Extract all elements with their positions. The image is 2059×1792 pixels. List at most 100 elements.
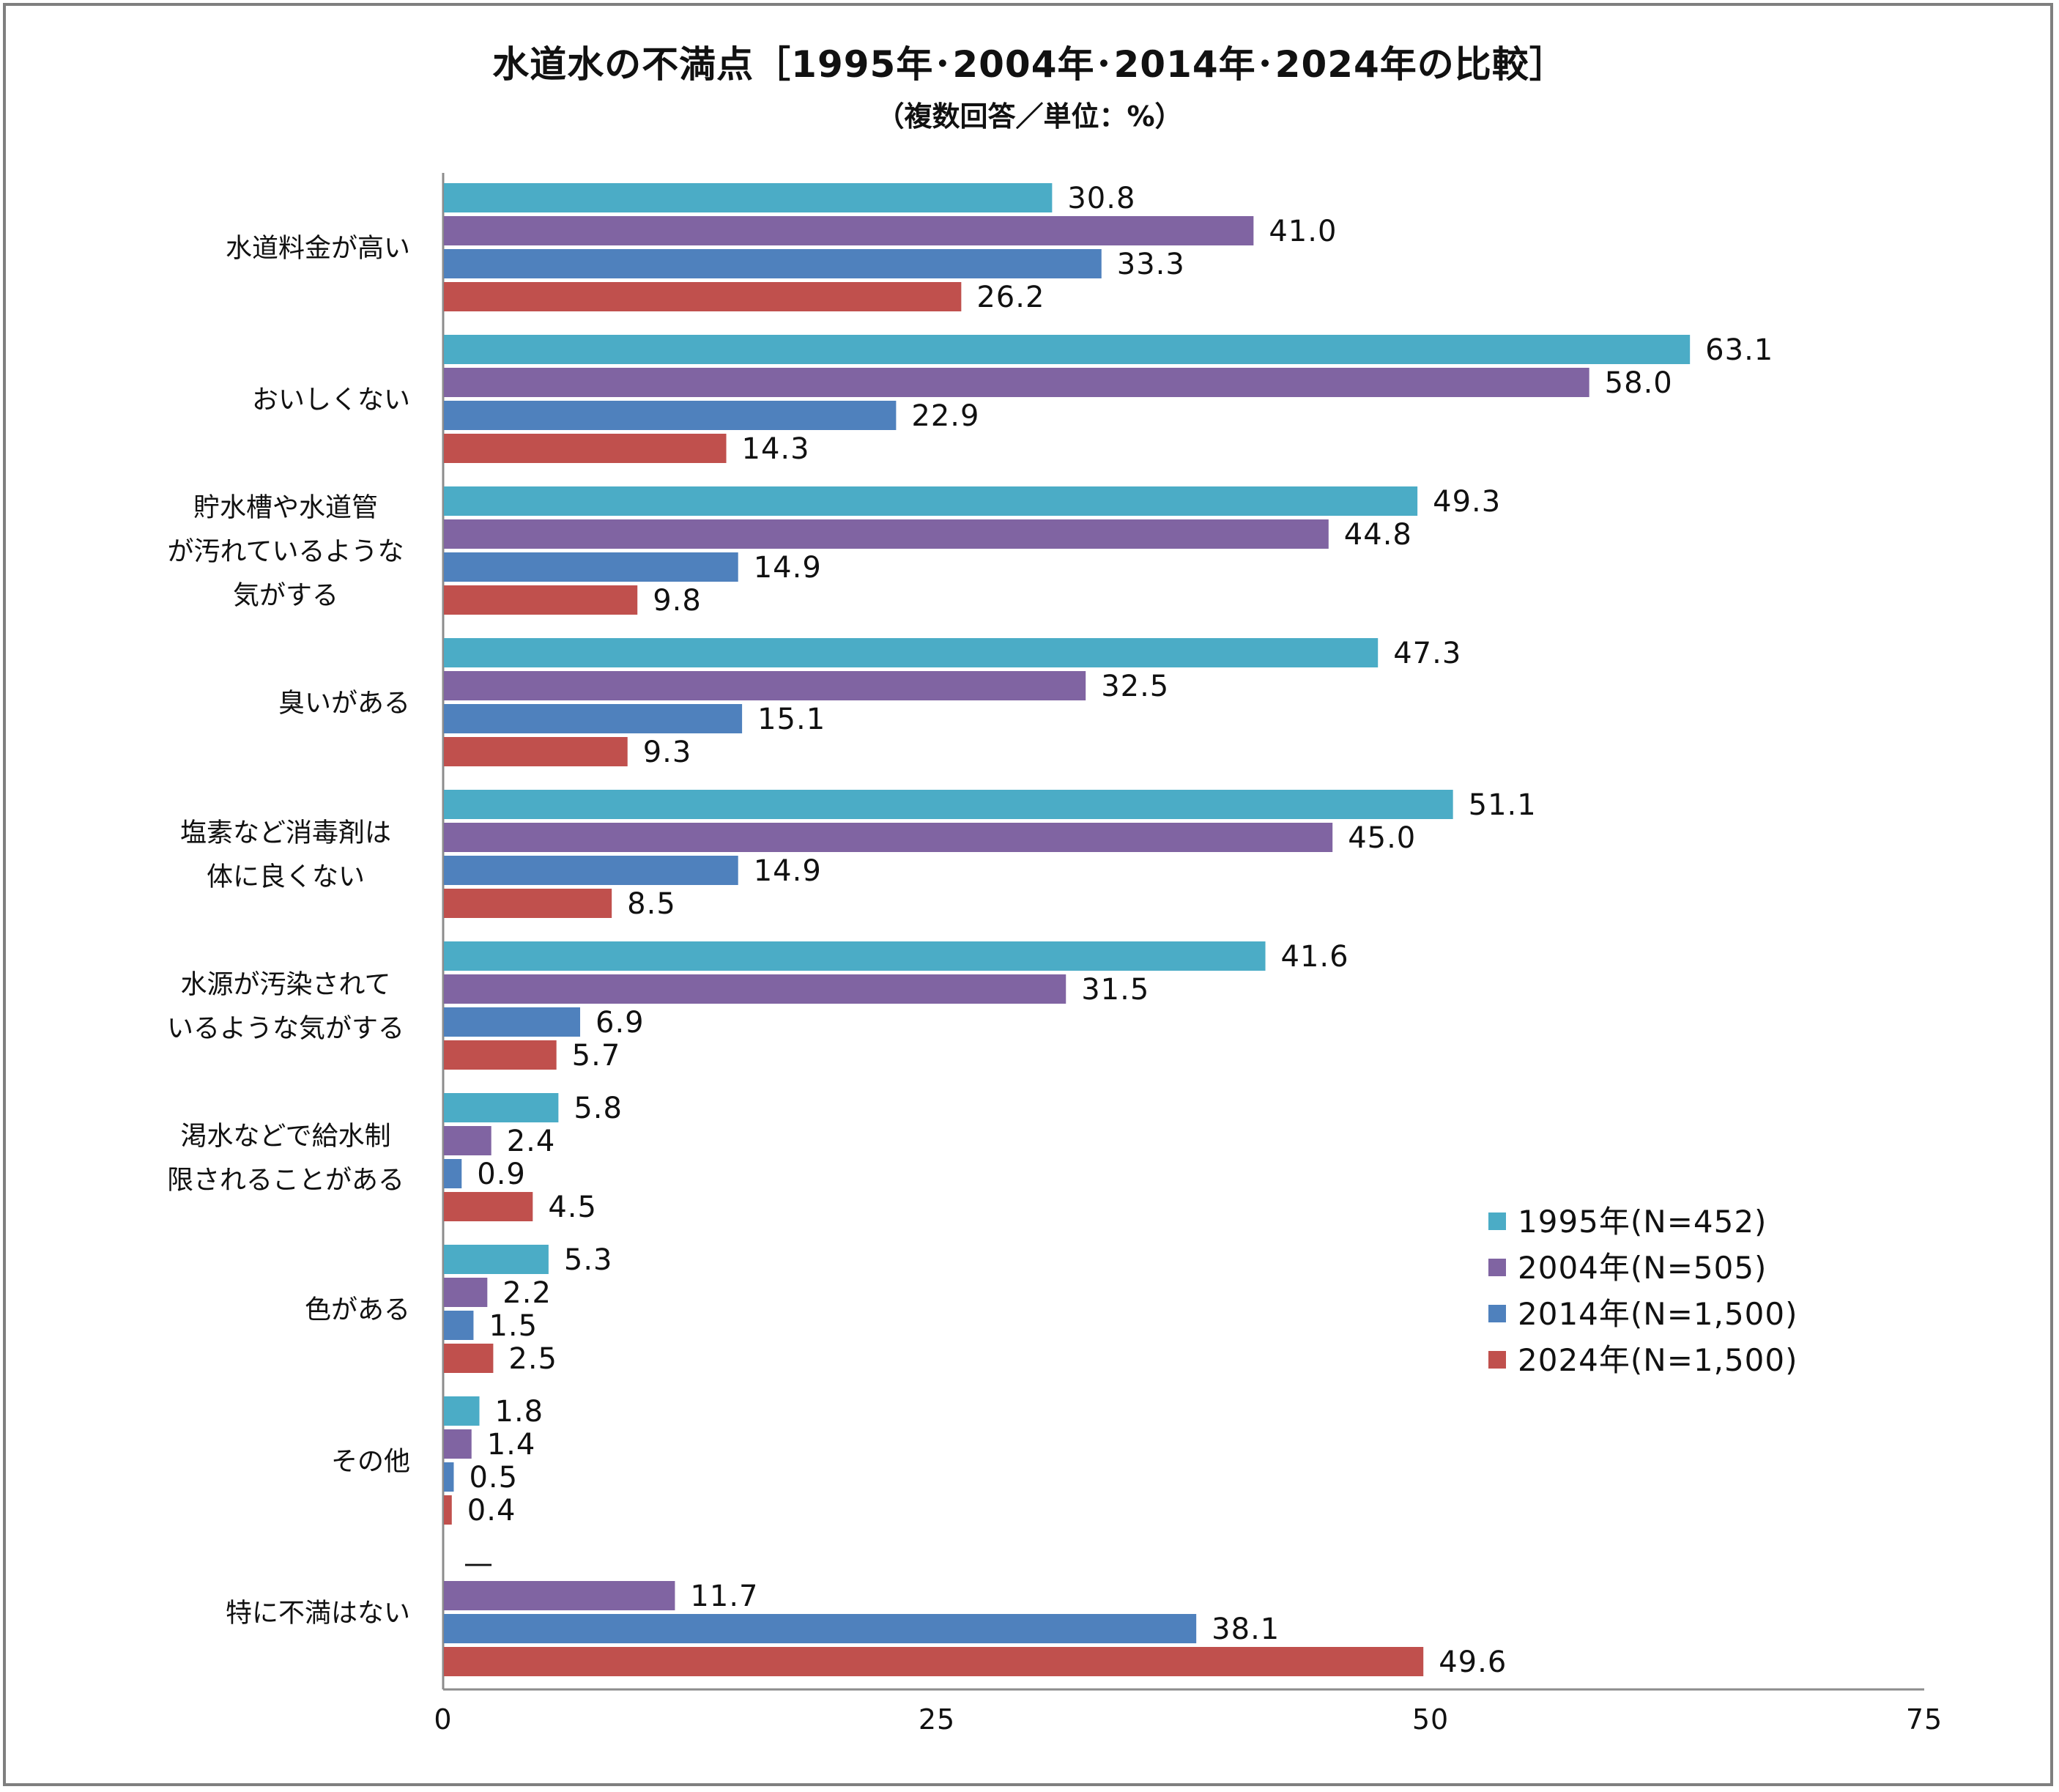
bar	[444, 790, 1453, 819]
bar	[444, 1245, 549, 1274]
bar	[444, 671, 1086, 700]
legend-label: 2024年(N=1,500)	[1518, 1342, 1798, 1378]
bar	[444, 585, 638, 615]
bar-value-label: 26.2	[976, 281, 1045, 314]
category-label: 水源が汚染されて	[181, 970, 391, 1000]
bar-value-label: 41.6	[1281, 940, 1349, 974]
bar	[444, 216, 1254, 245]
bar-value-label: 1.5	[489, 1309, 538, 1343]
x-tick-label: 25	[919, 1703, 955, 1736]
chart-title: 水道水の不満点［1995年･2004年･2014年･2024年の比較］	[492, 43, 1567, 86]
bar	[444, 434, 727, 463]
bar-value-label: 9.8	[653, 584, 702, 618]
legend-swatch	[1488, 1351, 1506, 1369]
bar-value-label: 2.4	[507, 1125, 556, 1158]
chart-frame	[3, 3, 2053, 1786]
x-tick-label: 50	[1412, 1703, 1449, 1736]
category-label: 塩素など消毒剤は	[180, 818, 391, 848]
legend-label: 2004年(N=505)	[1518, 1250, 1767, 1286]
bar	[444, 1495, 452, 1525]
legend-swatch	[1488, 1305, 1506, 1322]
bar	[444, 1093, 559, 1122]
chart-subtitle: （複数回答／単位：%）	[876, 100, 1183, 133]
bar-value-label: 31.5	[1081, 973, 1149, 1007]
bar	[444, 974, 1066, 1004]
bar-value-label: 2.2	[502, 1276, 552, 1310]
bar-value-label: 33.3	[1117, 248, 1185, 281]
category-label: が汚れているような	[168, 537, 404, 567]
category-label: 気がする	[233, 581, 338, 611]
bar	[444, 1159, 462, 1188]
legend-label: 1995年(N=452)	[1518, 1204, 1767, 1240]
category-label: その他	[331, 1447, 410, 1477]
bar-value-label: 32.5	[1101, 670, 1169, 703]
legend-label: 2014年(N=1,500)	[1518, 1296, 1798, 1332]
bar-value-label: 22.9	[911, 399, 979, 433]
bar-value-label: 2.5	[508, 1342, 557, 1376]
category-label: 貯水槽や水道管	[193, 493, 378, 523]
bar	[444, 486, 1418, 516]
bar	[444, 249, 1102, 278]
bar	[444, 183, 1053, 212]
bar-value-label: 14.3	[742, 432, 810, 466]
bar	[444, 1278, 488, 1307]
bar-value-label: 14.9	[754, 854, 822, 888]
legend-swatch	[1488, 1212, 1506, 1230]
bar-value-label: 51.1	[1469, 788, 1537, 822]
legend-swatch	[1488, 1259, 1506, 1276]
category-label: 渇水などで給水制	[180, 1122, 390, 1152]
bar	[444, 1614, 1197, 1643]
bar-value-label: 14.9	[754, 551, 822, 585]
bar	[444, 335, 1691, 364]
bar	[444, 1429, 472, 1459]
category-label: 臭いがある	[278, 689, 410, 719]
bar-value-label: —	[464, 1547, 494, 1580]
bar	[444, 1040, 557, 1070]
bar	[444, 1396, 480, 1426]
category-label: いるような気がする	[167, 1014, 404, 1044]
bar-value-label: 0.5	[469, 1461, 518, 1495]
bar	[444, 1007, 581, 1037]
bar-value-label: 6.9	[596, 1006, 645, 1040]
bar	[444, 638, 1379, 667]
bar-value-label: 49.3	[1433, 485, 1501, 519]
category-label: おいしくない	[252, 385, 410, 415]
category-label: 水道料金が高い	[226, 234, 410, 264]
bar	[444, 282, 962, 311]
bar-value-label: 41.0	[1269, 215, 1337, 248]
bar	[444, 519, 1329, 549]
category-label: 体に良くない	[207, 862, 365, 892]
category-label: 限されることがある	[167, 1166, 404, 1196]
bar	[444, 856, 738, 885]
bar-value-label: 0.9	[477, 1158, 526, 1191]
bar	[444, 1647, 1424, 1676]
bar-value-label: 38.1	[1212, 1613, 1280, 1646]
bar	[444, 941, 1266, 971]
bar-value-label: 44.8	[1344, 518, 1412, 552]
x-tick-label: 0	[434, 1703, 452, 1736]
bar	[444, 401, 897, 430]
bar	[444, 823, 1333, 852]
bar-value-label: 45.0	[1348, 821, 1416, 855]
bar	[444, 368, 1589, 397]
bar	[444, 704, 743, 733]
bar-value-label: 47.3	[1393, 637, 1461, 670]
bar	[444, 1311, 474, 1340]
bar	[444, 552, 738, 582]
category-label: 色がある	[305, 1295, 410, 1325]
bar	[444, 889, 612, 918]
bar-value-label: 5.7	[572, 1039, 621, 1073]
bar	[444, 1462, 454, 1492]
bar-value-label: 1.4	[487, 1428, 536, 1462]
bar-value-label: 15.1	[757, 703, 826, 736]
bar-value-label: 4.5	[548, 1191, 597, 1224]
bar-value-label: 58.0	[1605, 366, 1673, 400]
bar-value-label: 9.3	[643, 736, 692, 769]
bar-value-label: 11.7	[690, 1580, 758, 1613]
bar-value-label: 49.6	[1439, 1645, 1507, 1679]
bar-value-label: 8.5	[627, 887, 676, 921]
bar-value-label: 5.8	[574, 1092, 623, 1125]
bar-value-label: 30.8	[1067, 182, 1135, 215]
bar	[444, 1581, 675, 1610]
